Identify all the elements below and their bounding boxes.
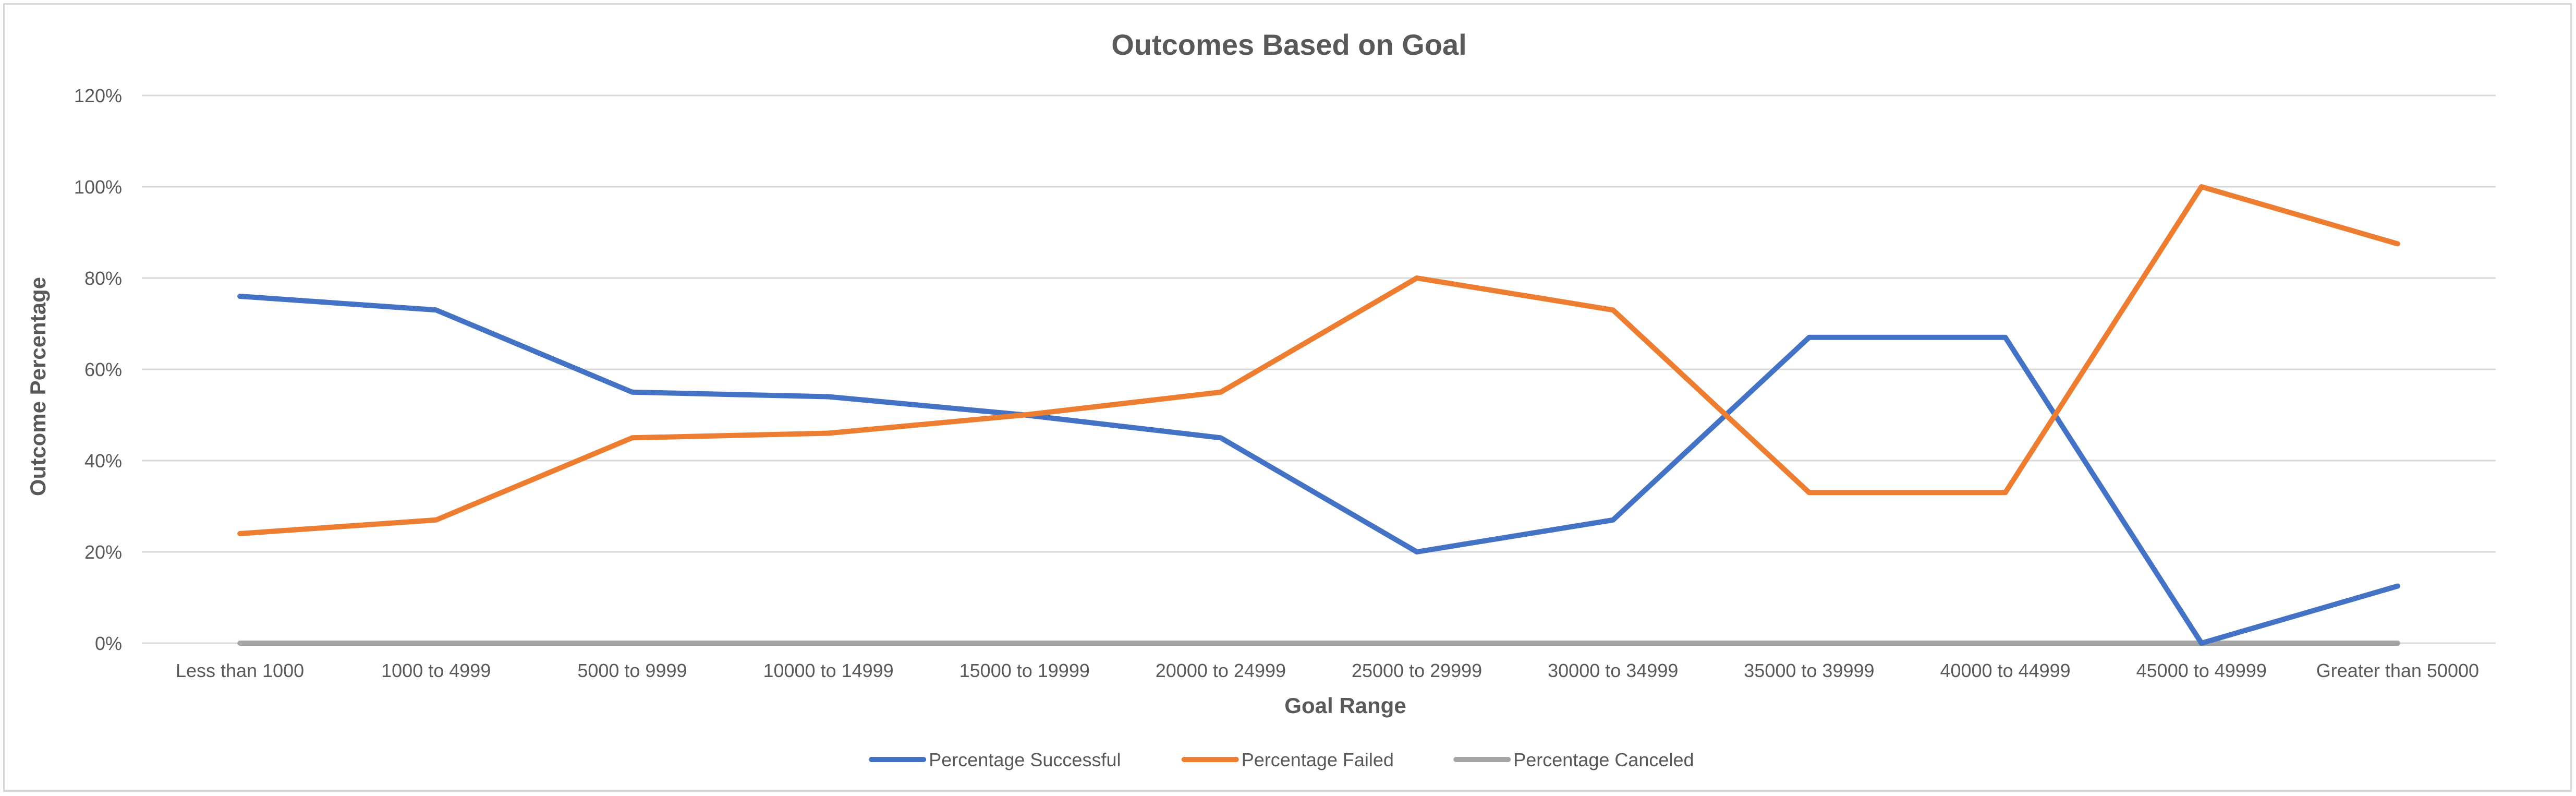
x-tick-label: 20000 to 24999: [1156, 660, 1286, 681]
legend-label: Percentage Successful: [929, 749, 1121, 770]
series-lines: [237, 184, 2400, 646]
chart-container: Outcomes Based on Goal 0% 20% 40% 60% 80% 100…: [3, 3, 2572, 792]
x-tick-label: 45000 to 49999: [2136, 660, 2267, 681]
chart-title: Outcomes Based on Goal: [1111, 28, 1467, 61]
series-line-percentage-successful: [237, 294, 2400, 646]
series-line-percentage-failed: [237, 184, 2400, 536]
y-axis-ticks: 0% 20% 40% 60% 80% 100% 120%: [74, 85, 122, 654]
y-tick-label: 20%: [84, 541, 122, 563]
x-tick-label: Greater than 50000: [2316, 660, 2479, 681]
x-axis-ticks: Less than 1000 1000 to 4999 5000 to 9999 10…: [176, 660, 2479, 681]
legend-label: Percentage Failed: [1242, 749, 1394, 770]
x-tick-label: 35000 to 39999: [1744, 660, 1874, 681]
x-tick-label: 10000 to 14999: [763, 660, 893, 681]
x-tick-label: 25000 to 29999: [1352, 660, 1482, 681]
legend: Percentage Successful Percentage Failed Pe…: [869, 749, 1694, 770]
y-tick-label: 100%: [74, 176, 122, 198]
legend-label: Percentage Canceled: [1513, 749, 1694, 770]
x-tick-label: 1000 to 4999: [381, 660, 491, 681]
y-tick-label: 60%: [84, 359, 122, 380]
x-tick-label: 5000 to 9999: [577, 660, 687, 681]
x-axis-title: Goal Range: [1284, 693, 1406, 718]
y-tick-label: 40%: [84, 450, 122, 472]
y-tick-label: 120%: [74, 85, 122, 106]
x-tick-label: Less than 1000: [176, 660, 304, 681]
gridlines: [142, 94, 2496, 644]
x-tick-label: 30000 to 34999: [1548, 660, 1678, 681]
line-chart: Outcomes Based on Goal 0% 20% 40% 60% 80% 100…: [26, 28, 2496, 770]
x-tick-label: 40000 to 44999: [1940, 660, 2070, 681]
y-tick-label: 80%: [84, 268, 122, 289]
y-tick-label: 0%: [95, 633, 122, 654]
y-axis-title: Outcome Percentage: [26, 277, 50, 496]
x-tick-label: 15000 to 19999: [959, 660, 1090, 681]
